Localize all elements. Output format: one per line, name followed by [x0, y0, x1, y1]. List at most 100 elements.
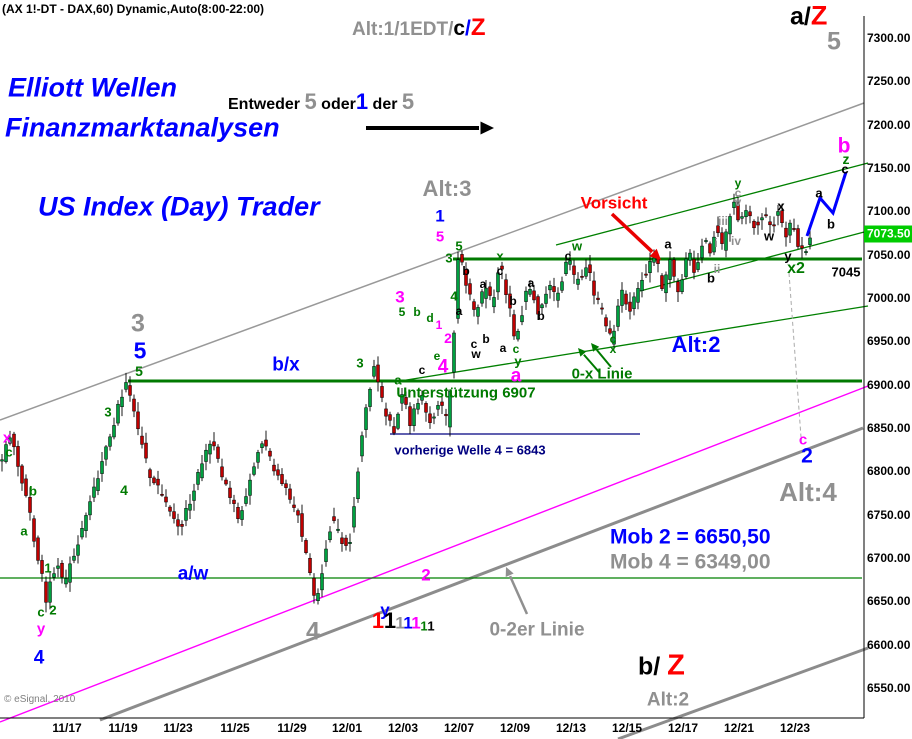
- candle: [496, 272, 500, 293]
- candle: [28, 497, 32, 513]
- candle: [804, 251, 808, 253]
- candle: [688, 252, 692, 261]
- candle: [440, 401, 444, 406]
- candle: [552, 286, 556, 292]
- candle: [448, 390, 452, 428]
- candle: [760, 217, 764, 221]
- candle: [92, 486, 96, 498]
- candle: [340, 537, 344, 544]
- candle: [188, 503, 192, 511]
- candle: [400, 394, 404, 404]
- magenta-channel: [0, 385, 869, 723]
- candle: [324, 548, 328, 562]
- candle: [228, 487, 232, 498]
- candle: [716, 225, 720, 234]
- candle: [708, 243, 712, 254]
- candle: [196, 472, 200, 485]
- line-0-x: [393, 305, 869, 383]
- candle: [700, 245, 704, 259]
- candle: [72, 555, 76, 561]
- arrow-0-2er-head: [505, 567, 514, 577]
- candle: [372, 366, 376, 377]
- candle: [172, 511, 176, 519]
- candle: [704, 240, 708, 242]
- candle: [468, 283, 472, 295]
- candle: [476, 307, 480, 317]
- candle: [260, 443, 264, 448]
- candle: [356, 471, 360, 500]
- candle: [456, 259, 460, 319]
- candle: [644, 273, 648, 276]
- arrow-0-x-2-head: [591, 343, 600, 352]
- candle: [56, 565, 60, 569]
- upper-gray-trendline: [0, 102, 865, 421]
- candle: [288, 488, 292, 500]
- candle: [204, 449, 208, 462]
- candle: [752, 220, 756, 229]
- candle: [544, 293, 548, 304]
- candle: [212, 441, 216, 447]
- candle: [16, 446, 20, 467]
- candle: [312, 577, 316, 596]
- candle: [376, 364, 380, 383]
- candle: [528, 289, 532, 295]
- candle: [660, 275, 664, 289]
- candle: [792, 228, 796, 230]
- candle: [148, 469, 152, 478]
- candle: [808, 237, 812, 245]
- candle: [272, 464, 276, 472]
- candle: [632, 296, 636, 309]
- candle: [676, 281, 680, 293]
- candle: [24, 478, 28, 496]
- candle: [480, 291, 484, 304]
- candle: [564, 261, 568, 275]
- candle: [36, 537, 40, 561]
- candle: [764, 214, 768, 217]
- arrow-0-x-2: [595, 349, 612, 368]
- candle: [284, 483, 288, 488]
- candle: [84, 515, 88, 531]
- candle: [604, 317, 608, 327]
- candle: [116, 403, 120, 424]
- candle: [580, 275, 584, 278]
- candle: [416, 403, 420, 410]
- candle: [508, 293, 512, 309]
- candle: [780, 210, 784, 223]
- candle: [756, 221, 760, 226]
- candle: [380, 386, 384, 398]
- candle: [344, 537, 348, 546]
- candle: [772, 224, 776, 227]
- candle: [176, 519, 180, 527]
- candle: [140, 435, 144, 445]
- candle: [560, 281, 564, 291]
- black-breakout-arrow-head: [480, 121, 494, 135]
- candle: [320, 573, 324, 591]
- candle: [744, 210, 748, 218]
- candle: [32, 518, 36, 542]
- candle: [444, 413, 448, 417]
- candle: [728, 216, 732, 235]
- candle: [68, 563, 72, 583]
- candle: [112, 425, 116, 438]
- candle: [460, 254, 464, 263]
- candle: [412, 408, 416, 426]
- vorsicht-arrow-head: [649, 248, 661, 260]
- candle: [12, 433, 16, 448]
- candle: [368, 388, 372, 407]
- candle: [244, 496, 248, 504]
- candle: [540, 304, 544, 309]
- candle: [624, 293, 628, 305]
- candle: [360, 435, 364, 457]
- candle: [48, 581, 52, 603]
- candle: [52, 573, 56, 578]
- candle: [264, 439, 268, 447]
- candle: [64, 578, 68, 585]
- candle: [712, 236, 716, 253]
- blue-projection-zigzag: [805, 171, 848, 237]
- candle: [248, 479, 252, 496]
- candle: [192, 490, 196, 501]
- candle: [652, 257, 656, 263]
- candle: [100, 461, 104, 474]
